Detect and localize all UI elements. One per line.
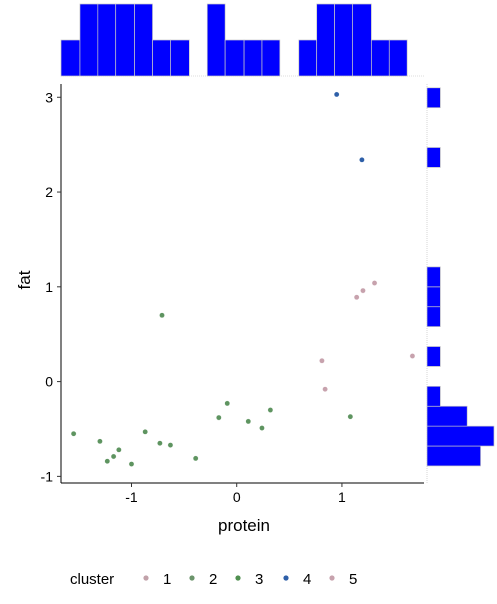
top-histogram-bar: [170, 40, 189, 76]
y-axis-title: fat: [15, 270, 34, 289]
legend-items: 1 2 3 4 5: [143, 571, 357, 588]
data-point: [116, 447, 121, 452]
top-histogram-bar: [317, 4, 335, 76]
data-point: [319, 358, 324, 363]
legend-key-2: [189, 575, 194, 580]
top-histogram-bar: [225, 40, 244, 76]
data-point: [97, 439, 102, 444]
y-axis-ticks: -1 0 1 2 3: [41, 89, 61, 484]
data-point: [246, 419, 251, 424]
top-histogram-bar: [116, 4, 135, 76]
data-point: [360, 288, 365, 293]
top-histogram-bar: [135, 4, 153, 76]
data-point: [259, 425, 264, 430]
y-tick-label: -1: [41, 468, 54, 484]
top-marginal-histogram: [61, 4, 424, 76]
legend-key-5: [329, 575, 334, 580]
legend-label-2: 2: [209, 571, 217, 588]
data-point: [105, 459, 110, 464]
legend-label-1: 1: [163, 571, 171, 588]
right-histogram-bar: [427, 88, 440, 108]
x-tick-label: 1: [338, 489, 346, 505]
x-tick-label: 0: [233, 489, 241, 505]
right-histogram-bar: [427, 147, 440, 167]
data-point: [410, 353, 415, 358]
top-histogram-bar: [98, 4, 116, 76]
legend-label-5: 5: [349, 571, 357, 588]
legend-label-4: 4: [303, 571, 311, 588]
data-point: [268, 407, 273, 412]
data-point: [348, 414, 353, 419]
right-histogram-bar: [427, 307, 440, 327]
data-point: [129, 461, 134, 466]
data-point: [359, 157, 364, 162]
right-histogram-bar: [427, 386, 440, 406]
y-tick-label: 1: [45, 279, 53, 295]
data-point: [143, 429, 148, 434]
top-histogram-bar: [371, 40, 389, 76]
x-tick-label: -1: [125, 489, 138, 505]
data-point: [216, 415, 221, 420]
data-point: [225, 401, 230, 406]
legend-key-3: [235, 575, 240, 580]
main-scatter-panel: -1 0 1 -1 0 1 2 3: [41, 84, 424, 505]
legend-label-3: 3: [255, 571, 263, 588]
right-histogram-bar: [427, 287, 440, 307]
top-histogram-bar: [352, 4, 371, 76]
top-histogram-bar: [389, 40, 407, 76]
legend-key-1: [143, 575, 148, 580]
top-histogram-bar: [80, 4, 98, 76]
data-point: [71, 431, 76, 436]
right-histogram-bar: [427, 347, 440, 367]
x-axis-ticks: -1 0 1: [125, 483, 346, 505]
legend: cluster 1 2 3 4 5: [70, 571, 357, 588]
top-histogram-bar: [153, 40, 171, 76]
top-histogram-bar: [207, 4, 225, 76]
data-point: [322, 387, 327, 392]
data-point: [168, 442, 173, 447]
top-histogram-bar: [335, 4, 353, 76]
y-tick-label: 3: [45, 89, 53, 105]
data-point: [334, 92, 339, 97]
right-histogram-bar: [427, 426, 494, 446]
top-histogram-bar: [244, 40, 262, 76]
right-histogram-bar: [427, 446, 481, 466]
right-histogram-bar: [427, 406, 467, 426]
x-axis-title: protein: [218, 516, 270, 535]
top-histogram-bar: [299, 40, 317, 76]
legend-key-4: [283, 575, 288, 580]
legend-title: cluster: [70, 571, 114, 588]
y-tick-label: 0: [45, 374, 53, 390]
data-point: [111, 454, 116, 459]
right-histogram-bar: [427, 267, 440, 287]
data-point: [372, 280, 377, 285]
data-points: [71, 92, 415, 467]
right-marginal-histogram: [427, 84, 494, 483]
data-point: [354, 295, 359, 300]
y-tick-label: 2: [45, 184, 53, 200]
top-histogram-bar: [61, 40, 80, 76]
data-point: [159, 313, 164, 318]
top-histogram-bar: [262, 40, 280, 76]
data-point: [157, 441, 162, 446]
data-point: [193, 456, 198, 461]
